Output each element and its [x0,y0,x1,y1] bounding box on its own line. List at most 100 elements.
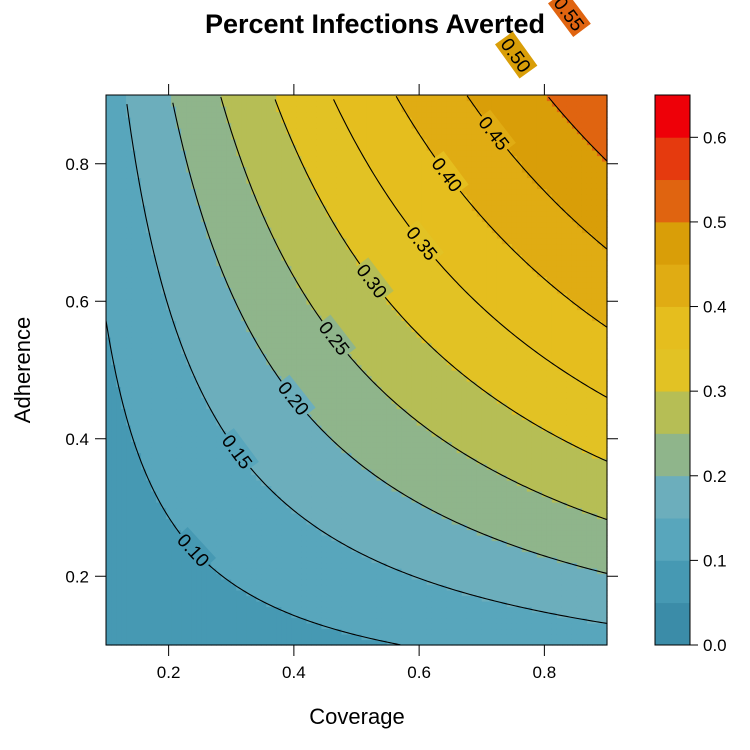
field-cell [286,128,292,135]
field-cell [106,562,112,569]
field-cell [156,183,162,190]
field-cell [156,348,162,355]
field-cell [141,524,147,531]
field-cell [256,425,262,432]
field-cell [326,128,333,135]
field-cell [336,293,343,300]
field-cell [131,210,137,217]
field-cell [146,612,152,619]
field-cell [216,177,222,184]
field-cell [126,331,132,338]
field-cell [166,276,172,283]
field-cell [351,150,358,157]
field-cell [316,425,323,432]
field-cell [146,452,152,459]
field-cell [191,513,197,520]
field-cell [161,518,167,525]
field-cell [206,408,212,415]
field-cell [156,381,162,388]
field-cell [191,579,197,586]
field-cell [171,337,177,344]
field-cell [261,199,267,206]
field-cell [276,612,282,619]
field-cell [281,414,287,421]
field-cell [151,403,157,410]
field-cell [351,276,358,283]
field-cell [341,436,348,443]
field-cell [121,430,127,437]
field-cell [201,183,207,190]
field-cell [336,287,343,294]
field-cell [106,232,112,239]
field-cell [196,320,202,327]
field-cell [201,133,207,140]
field-cell [296,436,302,443]
field-cell [291,183,297,190]
field-cell [151,480,157,487]
field-cell [266,491,272,498]
field-cell [176,359,182,366]
field-cell [271,265,277,272]
field-cell [146,183,152,190]
field-cell [231,546,237,553]
field-cell [146,557,152,564]
field-cell [176,282,182,289]
field-cell [251,337,257,344]
field-cell [316,271,323,278]
field-cell [116,425,122,432]
field-cell [216,590,222,597]
field-cell [311,188,318,195]
field-cell [341,293,348,300]
field-cell [251,243,257,250]
field-cell [296,359,302,366]
field-cell [151,381,157,388]
field-cell [136,639,142,646]
field-cell [251,348,257,355]
field-cell [111,260,117,267]
field-cell [261,161,267,168]
field-cell [131,337,137,344]
field-cell [351,546,358,553]
field-cell [296,584,302,591]
field-cell [206,144,212,151]
field-cell [346,326,353,333]
field-cell [256,117,262,124]
field-cell [106,353,112,360]
field-cell [346,271,353,278]
field-cell [316,375,323,382]
field-cell [246,287,252,294]
field-cell [136,441,142,448]
field-cell [246,496,252,503]
field-cell [226,485,232,492]
field-cell [191,111,197,118]
field-cell [261,188,267,195]
field-cell [281,529,287,536]
field-cell [211,617,217,624]
field-cell [251,221,257,228]
field-cell [226,392,232,399]
field-cell [276,546,282,553]
field-cell [266,414,272,421]
field-cell [231,161,237,168]
field-cell [131,199,137,206]
field-cell [246,513,252,520]
field-cell [216,315,222,322]
field-cell [161,573,167,580]
field-cell [206,177,212,184]
field-cell [171,287,177,294]
field-cell [211,348,217,355]
field-cell [326,436,333,443]
field-cell [171,265,177,272]
field-cell [191,353,197,360]
field-cell [236,227,242,234]
field-cell [341,579,348,586]
field-cell [116,139,122,146]
field-cell [301,458,307,465]
field-cell [171,232,177,239]
field-cell [316,403,323,410]
field-cell [136,337,142,344]
field-cell [211,199,217,206]
field-cell [106,584,112,591]
field-cell [161,370,167,377]
field-cell [191,271,197,278]
